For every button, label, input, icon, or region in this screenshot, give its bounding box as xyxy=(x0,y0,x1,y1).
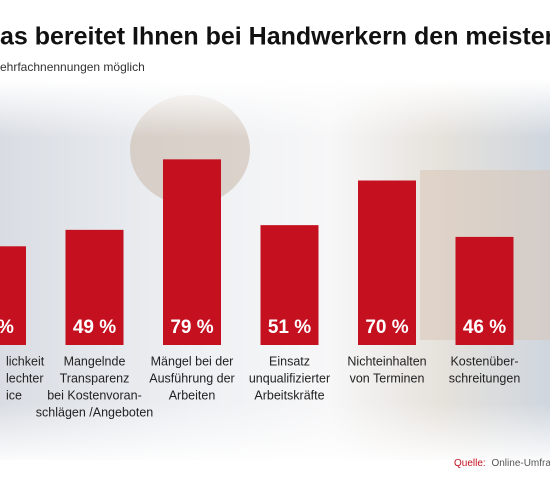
bar xyxy=(260,225,319,345)
value-label: 79 % xyxy=(170,317,213,338)
value-label: 46 % xyxy=(463,317,506,338)
category-label: Arbeitskräfte xyxy=(254,388,324,402)
value-label: % xyxy=(0,317,14,338)
category-label: Mangelnde xyxy=(64,354,126,368)
bar xyxy=(163,159,221,345)
value-label: 70 % xyxy=(365,317,408,338)
category-label: unqualifizierter xyxy=(249,371,330,385)
bar xyxy=(455,236,514,345)
category-label: Mängel bei der xyxy=(151,354,234,368)
bar xyxy=(65,229,124,345)
chart-title: as bereitet Ihnen bei Handwerkern den me… xyxy=(0,23,550,51)
category-label: Kostenüber- xyxy=(450,354,518,368)
source-text: Online-Umfrage / Bau xyxy=(491,458,550,469)
source: Quelle: Online-Umfrage / Bau xyxy=(454,458,550,469)
category-label: von Terminen xyxy=(350,371,425,385)
chart-subtitle: ehrfachnennungen möglich xyxy=(0,60,145,74)
category-label: schlägen /Angeboten xyxy=(36,405,154,419)
bar xyxy=(0,246,26,345)
value-label: 51 % xyxy=(268,317,311,338)
bar xyxy=(358,180,416,345)
category-label: Nichteinhalten xyxy=(347,354,426,368)
value-label: 49 % xyxy=(73,317,116,338)
source-label: Quelle: xyxy=(454,458,486,469)
category-label: Einsatz xyxy=(269,354,310,368)
category-label: Ausführung der xyxy=(149,371,234,385)
category-label: Arbeiten xyxy=(169,388,216,402)
category-label: schreitungen xyxy=(449,371,521,385)
category-label: ice xyxy=(6,388,22,402)
category-label: Transparenz xyxy=(60,371,130,385)
category-label: bei Kostenvoran- xyxy=(47,388,142,402)
category-label: lichkeit xyxy=(6,354,45,368)
category-label: lechter xyxy=(6,371,44,385)
